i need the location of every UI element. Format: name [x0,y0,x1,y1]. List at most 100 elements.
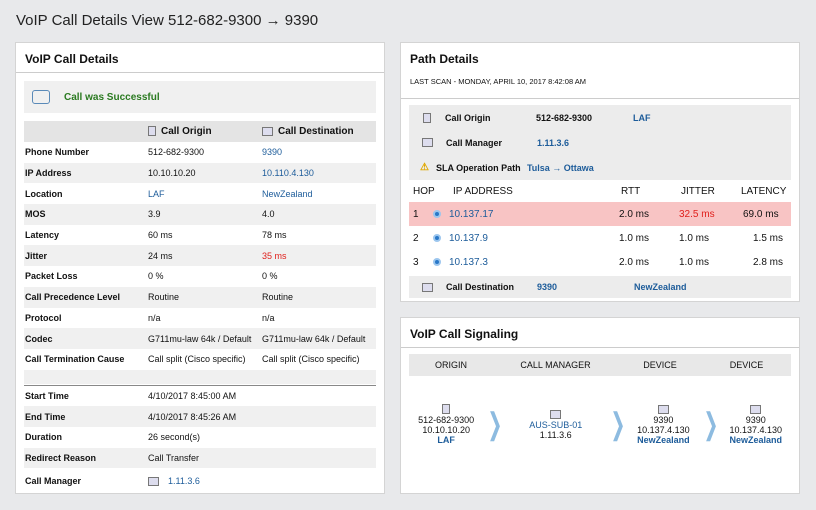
signaling-node: 9390 10.137.4.130 NewZealand [721,404,791,445]
hop-jitter: 1.0 ms [679,232,710,244]
table-row: Jitter 24 ms 35 ms [24,245,376,267]
sla-path-link[interactable]: Tulsa → Ottawa [526,162,594,173]
call-manager-value: 1.11.3.6 [148,476,376,487]
call-bubble-icon [32,90,50,104]
origin-value: 0 % [148,271,164,282]
table-row: Packet Loss 0 % 0 % [24,266,376,287]
col-hop: HOP [413,185,435,197]
origin-value: Routine [148,292,180,303]
destination-value: Routine [262,292,294,303]
path-origin-row: Call Origin 512-682-9300 LAF [409,105,791,130]
table-row: Call Precedence Level Routine Routine [24,286,376,308]
row-label: End Time [25,411,66,422]
voip-call-details-panel: VoIP Call Details Call was Successful Ca… [15,42,385,494]
origin-value[interactable]: LAF [148,188,165,199]
hop-ip-link[interactable]: 10.137.17 [449,208,494,220]
row-label: MOS [25,209,46,220]
col-device: DEVICE [643,360,677,370]
hop-jitter: 1.0 ms [679,256,710,268]
destination-value: Call split (Cisco specific) [262,354,360,365]
hop-number: 3 [413,256,419,268]
device-icon [750,404,762,414]
hop-rtt: 2.0 ms [619,208,650,220]
origin-value: G711mu-law 64k / Default [148,333,252,344]
origin-value: 512-682-9300 [148,147,205,158]
path-cm-row: Call Manager 1.11.3.6 [409,130,791,155]
table-row: Codec G711mu-law 64k / Default G711mu-law … [24,328,376,349]
signaling-header: ORIGIN CALL MANAGER DEVICE DEVICE [409,354,791,376]
status-text: Call was Successful [64,91,160,103]
row-label: Start Time [25,390,69,401]
destination-value[interactable]: 10.110.4.130 [262,168,314,179]
call-status: Call was Successful [24,81,376,113]
row-label: Phone Number [25,147,90,158]
node-location-link[interactable]: LAF [437,435,455,446]
phone-icon [442,404,451,415]
node-pin-icon [433,258,441,266]
row-label: Packet Loss [25,271,78,282]
col-device: DEVICE [729,360,764,370]
destination-value: 78 ms [262,230,287,241]
row-label: IP Address [25,168,72,179]
label: Call Manager [446,137,503,148]
col-call-manager: CALL MANAGER [520,360,591,370]
hop-ip-link[interactable]: 10.137.9 [449,232,488,244]
row-value: Call Transfer [148,452,200,463]
phone-icon [148,126,156,137]
table-row: Location LAF NewZealand [24,183,376,204]
server-icon [148,477,159,487]
row-value: 4/10/2017 8:45:26 AM [148,411,237,422]
chevron-right-icon: ❯ [487,407,503,441]
node-location-link[interactable]: NewZealand [637,434,690,445]
node-location-link[interactable]: NewZealand [729,434,783,445]
dest-location-link[interactable]: NewZealand [634,282,687,292]
device-icon [550,409,562,419]
node-line2: 10.10.10.20 [422,425,470,436]
origin-value: 3.9 [148,209,161,220]
hop-jitter: 32.5 ms [679,208,715,220]
label: Call Origin [445,112,491,123]
hop-rtt: 2.0 ms [619,256,650,268]
col-rtt: RTT [621,185,641,197]
table-row: End Time 4/10/2017 8:45:26 AM [24,406,376,427]
destination-value[interactable]: 9390 [262,147,283,158]
dest-number-link[interactable]: 9390 [537,282,558,292]
destination-value[interactable]: NewZealand [262,188,313,199]
node-line2: 1.11.3.6 [539,429,572,440]
origin-location-link[interactable]: LAF [633,112,651,123]
panel-heading: VoIP Call Details [16,43,384,73]
call-manager-link[interactable]: 1.11.3.6 [537,137,570,148]
page-title: VoIP Call Details View 512-682-9300 → 93… [16,12,319,29]
voip-call-signaling-panel: VoIP Call Signaling ORIGIN CALL MANAGER … [400,317,800,494]
destination-value: n/a [262,312,275,323]
node-line1: 9390 [745,414,766,425]
chevron-right-icon: ❯ [702,407,719,441]
last-scan: LAST SCAN - MONDAY, APRIL 10, 2017 8:42:… [401,71,799,99]
row-label: Protocol [25,312,62,323]
node-line1: 9390 [653,414,674,425]
hop-number: 2 [413,232,419,244]
destination-value: 0 % [262,271,278,282]
row-label: Latency [25,230,60,241]
hop-ip-link[interactable]: 10.137.3 [449,256,488,268]
label: Call Destination [446,282,515,292]
row-label: Call Manager [25,476,82,487]
path-destination-row: Call Destination 9390 NewZealand [409,276,791,298]
hop-rtt: 1.0 ms [619,232,650,244]
table-row: Start Time 4/10/2017 8:45:00 AM [24,386,376,407]
device-icon [422,282,433,292]
chevron-right-icon: ❯ [610,407,626,441]
col-ip: IP ADDRESS [453,185,513,197]
node-line1[interactable]: AUS-SUB-01 [529,419,583,430]
table-row: MOS 3.9 4.0 [24,204,376,225]
server-icon [422,138,433,147]
label: SLA Operation Path [435,162,521,173]
call-manager-link[interactable]: 1.11.3.6 [168,476,200,487]
divider [24,384,376,386]
hop-row: 1 10.137.17 2.0 ms 32.5 ms 69.0 ms [409,202,791,226]
origin-value: 24 ms [148,250,173,261]
destination-value: G711mu-law 64k / Default [262,333,366,344]
row-label: Duration [25,432,62,443]
panel-heading: VoIP Call Signaling [401,318,799,348]
sla-warning-icon: ⚠ [420,162,429,173]
